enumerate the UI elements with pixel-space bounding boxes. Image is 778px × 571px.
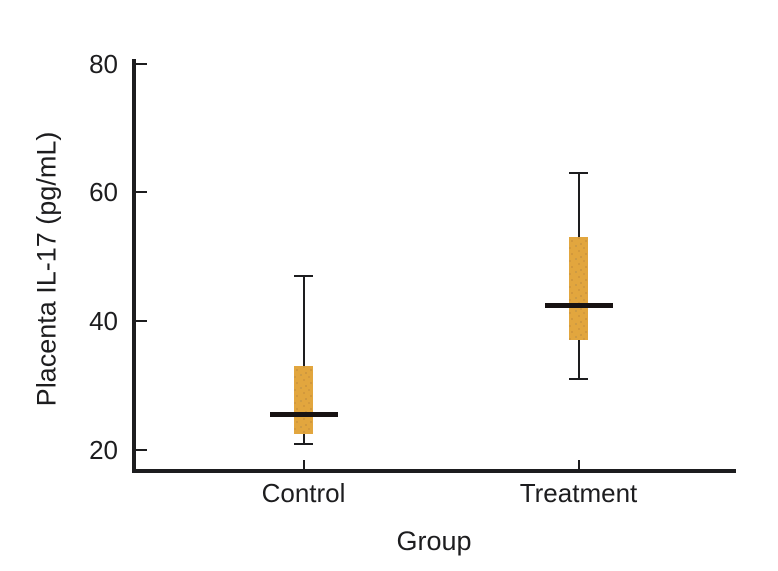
y-tick-label: 80 [89, 48, 118, 79]
median-line [544, 302, 613, 308]
x-tick-mark [302, 460, 305, 469]
y-axis-title: Placenta IL-17 (pg/mL) [31, 131, 62, 407]
y-tick-label: 60 [89, 177, 118, 208]
whisker-line [302, 276, 305, 444]
y-tick-label: 40 [89, 306, 118, 337]
lower-whisker-cap [294, 442, 313, 445]
y-axis-line [132, 59, 136, 473]
x-category-label-treatment: Treatment [519, 478, 638, 508]
x-axis-line [132, 469, 736, 473]
x-category-label-control: Control [261, 478, 346, 508]
iqr-box [294, 366, 313, 434]
lower-whisker-cap [569, 378, 588, 381]
iqr-box [569, 237, 588, 341]
median-line [269, 412, 338, 418]
y-tick-mark [136, 320, 147, 323]
upper-whisker-cap [294, 275, 313, 278]
y-tick-mark [136, 191, 147, 194]
x-axis-title: Group [396, 526, 472, 556]
x-tick-mark [577, 460, 580, 469]
y-tick-mark [136, 449, 147, 451]
y-tick-label: 20 [89, 435, 118, 465]
upper-whisker-cap [569, 172, 588, 174]
y-tick-mark [136, 62, 147, 65]
